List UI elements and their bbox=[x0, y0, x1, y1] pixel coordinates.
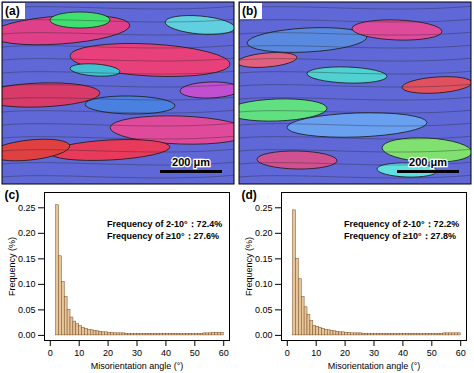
svg-text:Frequency of 2-10°：72.2%Freque: Frequency of 2-10°：72.2%Frequency of ≥10… bbox=[344, 219, 459, 241]
svg-text:0.25: 0.25 bbox=[255, 203, 273, 213]
svg-text:40: 40 bbox=[398, 348, 408, 358]
svg-text:Frequency of 2-10°：72.4%Freque: Frequency of 2-10°：72.4%Frequency of ≥10… bbox=[107, 219, 222, 241]
svg-text:10: 10 bbox=[311, 348, 321, 358]
svg-text:50: 50 bbox=[190, 348, 200, 358]
svg-text:20: 20 bbox=[340, 348, 350, 358]
svg-text:0.05: 0.05 bbox=[18, 305, 36, 315]
svg-text:0: 0 bbox=[48, 348, 53, 358]
svg-text:60: 60 bbox=[219, 348, 229, 358]
svg-text:Misorientation angle (°): Misorientation angle (°) bbox=[91, 361, 184, 371]
svg-text:0.00: 0.00 bbox=[18, 330, 36, 340]
svg-text:30: 30 bbox=[369, 348, 379, 358]
svg-text:(a): (a) bbox=[5, 4, 20, 18]
svg-text:20: 20 bbox=[103, 348, 113, 358]
svg-text:0.05: 0.05 bbox=[255, 305, 273, 315]
svg-text:0.10: 0.10 bbox=[18, 279, 36, 289]
svg-text:0.00: 0.00 bbox=[255, 330, 273, 340]
svg-text:10: 10 bbox=[74, 348, 84, 358]
svg-text:40: 40 bbox=[161, 348, 171, 358]
svg-text:0.20: 0.20 bbox=[255, 228, 273, 238]
svg-text:200 μm: 200 μm bbox=[409, 156, 447, 168]
svg-text:0.20: 0.20 bbox=[18, 228, 36, 238]
svg-text:Misorientation angle (°): Misorientation angle (°) bbox=[328, 361, 421, 371]
svg-text:200 μm: 200 μm bbox=[172, 156, 210, 168]
svg-text:0.15: 0.15 bbox=[18, 254, 36, 264]
svg-text:(c): (c) bbox=[5, 188, 20, 202]
svg-text:0.25: 0.25 bbox=[18, 203, 36, 213]
svg-text:(d): (d) bbox=[242, 188, 257, 202]
svg-text:(b): (b) bbox=[242, 4, 257, 18]
svg-text:0.15: 0.15 bbox=[255, 254, 273, 264]
svg-text:60: 60 bbox=[456, 348, 466, 358]
svg-text:30: 30 bbox=[132, 348, 142, 358]
svg-text:Frequency (%): Frequency (%) bbox=[7, 237, 17, 296]
svg-text:0: 0 bbox=[285, 348, 290, 358]
svg-text:0.10: 0.10 bbox=[255, 279, 273, 289]
svg-text:50: 50 bbox=[427, 348, 437, 358]
svg-text:Frequency (%): Frequency (%) bbox=[244, 237, 254, 296]
